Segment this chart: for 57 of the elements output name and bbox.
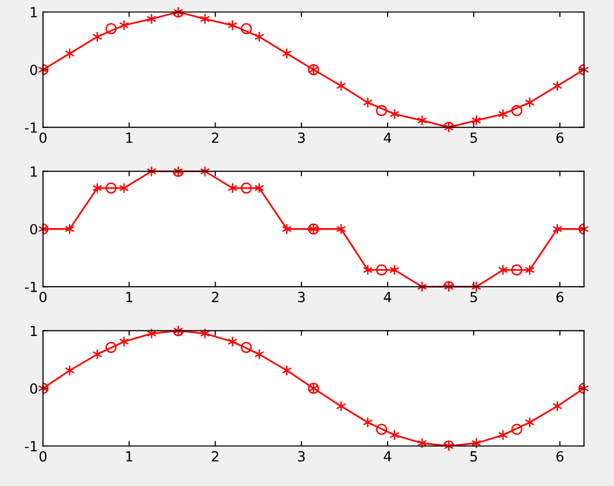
x-tick-label: 1 [126, 132, 132, 143]
point [254, 182, 264, 194]
point [552, 223, 562, 235]
x-tick-label: 1 [126, 451, 132, 462]
point [362, 264, 373, 276]
y-tick-label: 1 [30, 166, 37, 177]
point [511, 105, 522, 116]
x-tick-label: 6 [556, 451, 564, 462]
point [106, 23, 117, 34]
point [376, 424, 388, 435]
point [511, 264, 522, 276]
y-tick-label: 1 [30, 7, 37, 18]
point [471, 114, 482, 126]
x-tick-label: 1 [126, 292, 132, 302]
x-tick-label: 3 [298, 451, 305, 462]
x-tick-label: 4 [384, 132, 392, 143]
point [376, 105, 388, 116]
x-tick-label: 5 [470, 132, 477, 143]
point [92, 182, 102, 194]
point [240, 342, 252, 353]
x-tick-label: 6 [556, 292, 564, 302]
y-tick-label: 0 [30, 383, 38, 394]
point [106, 342, 117, 353]
y-tick-label: 1 [30, 326, 37, 336]
y-tick-label: -1 [24, 282, 37, 292]
x-tick-label: 4 [384, 292, 392, 302]
point [106, 182, 117, 194]
x-tick-label: 2 [212, 132, 218, 143]
point [511, 424, 522, 435]
x-tick-label: 3 [298, 292, 305, 302]
x-tick-label: 2 [212, 292, 218, 302]
y-tick-label: 0 [30, 64, 38, 76]
point [282, 364, 292, 376]
x-tick-label: 2 [212, 451, 218, 462]
x-tick-label: 6 [556, 132, 564, 143]
y-tick-label: -1 [24, 122, 37, 133]
x-tick-label: 5 [470, 451, 477, 462]
point [64, 48, 75, 60]
point [240, 23, 252, 34]
point [524, 96, 535, 108]
x-tick-label: 0 [39, 132, 46, 143]
point [282, 223, 292, 235]
point [524, 264, 535, 276]
y-tick-label: -1 [24, 441, 37, 452]
x-tick-label: 5 [470, 292, 477, 302]
point [64, 223, 75, 235]
point [240, 182, 252, 194]
x-tick-label: 0 [39, 292, 46, 302]
x-tick-label: 0 [39, 451, 46, 462]
point [336, 223, 346, 235]
x-tick-label: 3 [298, 132, 305, 143]
y-tick-label: 0 [30, 224, 38, 234]
x-tick-label: 4 [384, 451, 392, 462]
point [64, 364, 75, 376]
point [376, 264, 388, 276]
point [362, 96, 373, 108]
point [282, 48, 292, 60]
